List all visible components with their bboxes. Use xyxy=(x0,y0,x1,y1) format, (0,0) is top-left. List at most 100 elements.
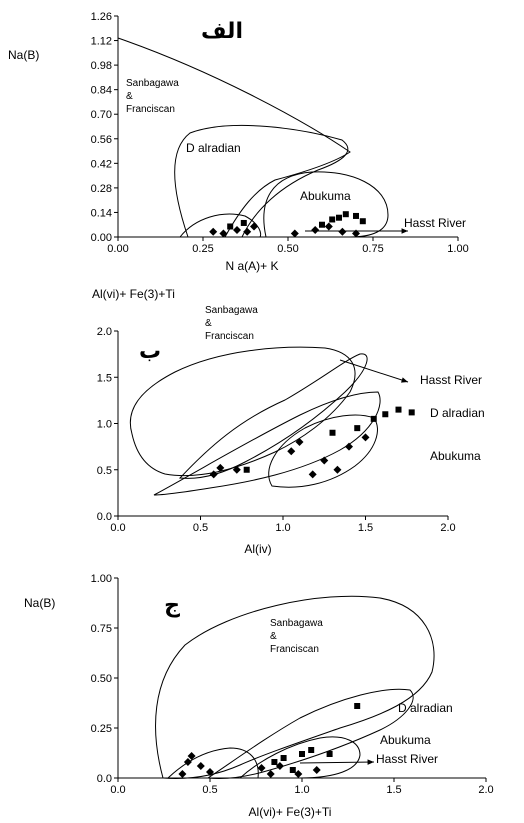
region-label-line: & xyxy=(126,91,133,102)
region-label-line: Abukuma xyxy=(430,449,481,463)
region-label-line: & xyxy=(270,631,277,642)
data-point-diamond xyxy=(219,229,228,238)
data-point-diamond xyxy=(308,470,317,479)
x-tick-label: 0.5 xyxy=(202,784,217,796)
region-label: D alradian xyxy=(430,406,485,420)
data-point-diamond xyxy=(345,442,353,451)
y-tick-label: 0.98 xyxy=(91,60,112,72)
x-tick-label: 0.50 xyxy=(277,243,298,255)
data-point-diamond xyxy=(196,762,205,770)
data-point-diamond xyxy=(250,222,258,231)
data-point-diamond xyxy=(311,225,320,234)
data-point-square xyxy=(382,411,389,418)
data-point-diamond xyxy=(209,470,218,479)
region-label: Abukuma xyxy=(380,733,431,747)
data-point-diamond xyxy=(295,438,304,446)
data-point-diamond xyxy=(333,465,342,474)
region-label-line: Hasst River xyxy=(404,216,466,230)
data-point-square xyxy=(329,429,336,436)
data-point-diamond xyxy=(324,222,333,231)
data-point-diamond xyxy=(320,456,329,465)
data-point-square xyxy=(308,747,315,753)
data-point-square xyxy=(336,214,342,221)
x-tick-label: 0.00 xyxy=(107,243,128,255)
data-point-diamond xyxy=(243,227,252,236)
data-point-square xyxy=(271,759,278,765)
x-axis-label: Al(vi)+ Fe(3)+Ti xyxy=(249,805,332,819)
data-point-diamond xyxy=(233,225,241,234)
y-tick-label: 0.56 xyxy=(91,134,112,146)
x-tick-label: 0.75 xyxy=(362,243,383,255)
data-point-diamond xyxy=(290,229,299,238)
region-arrow xyxy=(299,761,375,764)
region-outline-2 xyxy=(206,688,414,779)
panel-2: 0.0 0.5 1.0 1.5 2.0 0.0 0.5 1.0 1.5 2.0 Al(vi)+ Fe… xyxy=(92,287,485,556)
data-point-square xyxy=(299,751,305,757)
region-outline-3 xyxy=(238,736,361,779)
y-tick-label: 0.0 xyxy=(97,773,112,785)
region-outline-3 xyxy=(263,171,389,238)
data-point-square xyxy=(329,216,336,223)
region-label: Abukuma xyxy=(430,449,481,463)
region-outline-2 xyxy=(174,124,349,238)
region-label: Hasst River xyxy=(376,752,438,766)
y-tick-label: 0.14 xyxy=(91,207,112,219)
x-axis-label: N a(A)+ K xyxy=(225,259,278,273)
data-point-diamond xyxy=(361,433,370,442)
region-label-line: Hasst River xyxy=(376,752,438,766)
x-tick-label: 0.0 xyxy=(110,784,125,796)
region-label-line: Hasst River xyxy=(420,373,482,387)
region-label-line: Sanbagawa xyxy=(126,78,179,89)
region-label-line: Sanbagawa xyxy=(270,618,323,629)
y-tick-label: 0.70 xyxy=(91,109,112,121)
data-point-diamond xyxy=(294,770,303,778)
data-point-square xyxy=(359,218,366,225)
region-label-line: Franciscan xyxy=(270,644,319,655)
region-label-line: D alradian xyxy=(398,701,453,715)
panel-label: ب xyxy=(139,339,161,364)
y-tick-label: 0.28 xyxy=(91,183,112,195)
data-point-square xyxy=(289,767,296,773)
panel-3: 0.0 0.25 0.50 0.75 1.00 0.0 0.5 1.0 1.5 2.0 Na(B) A… xyxy=(24,573,494,819)
y-tick-label: 0.5 xyxy=(97,465,112,477)
region-outline-4 xyxy=(166,747,259,779)
x-tick-label: 1.0 xyxy=(294,784,309,796)
data-point-diamond xyxy=(287,447,296,456)
x-tick-label: 1.00 xyxy=(447,243,468,255)
y-tick-label: 0.42 xyxy=(91,158,112,170)
region-label: D alradian xyxy=(398,701,453,715)
x-tick-label: 0.5 xyxy=(193,522,208,534)
panel-label: ج xyxy=(164,593,180,618)
arrow-head xyxy=(367,759,374,765)
region-outline-2 xyxy=(178,353,368,479)
data-point-square xyxy=(408,409,415,416)
y-tick-label: 0.25 xyxy=(91,723,112,735)
y-tick-label: 1.0 xyxy=(97,419,112,431)
data-point-diamond xyxy=(338,227,347,236)
data-point-diamond xyxy=(206,768,214,776)
data-point-diamond xyxy=(266,770,275,778)
y-tick-label: 2.0 xyxy=(97,326,112,338)
data-point-diamond xyxy=(257,764,266,772)
region-label: Abukuma xyxy=(300,189,351,203)
y-tick-label: 0.84 xyxy=(91,85,112,97)
data-point-square xyxy=(240,219,247,226)
data-point-diamond xyxy=(187,752,196,760)
region-label: Hasst River xyxy=(420,373,482,387)
y-tick-label: 0.0 xyxy=(97,511,112,523)
arrow-head xyxy=(401,228,408,234)
region-label: Sanbagawa & Franciscan xyxy=(126,78,179,115)
y-tick-label: 0.75 xyxy=(91,623,112,635)
data-point-square xyxy=(370,415,377,422)
region-outline-4 xyxy=(179,213,262,238)
data-point-square xyxy=(353,212,359,219)
y-tick-label: 1.00 xyxy=(91,573,112,585)
region-outline-3 xyxy=(153,391,381,496)
region-label: Sanbagawa & Franciscan xyxy=(270,618,323,655)
x-tick-label: 1.5 xyxy=(386,784,401,796)
y-axis-label: Na(B) xyxy=(24,596,55,610)
x-axis-label: Al(iv) xyxy=(244,542,271,556)
y-tick-label: 1.26 xyxy=(91,11,112,23)
data-point-square xyxy=(280,755,287,761)
region-outline-1 xyxy=(155,595,435,779)
